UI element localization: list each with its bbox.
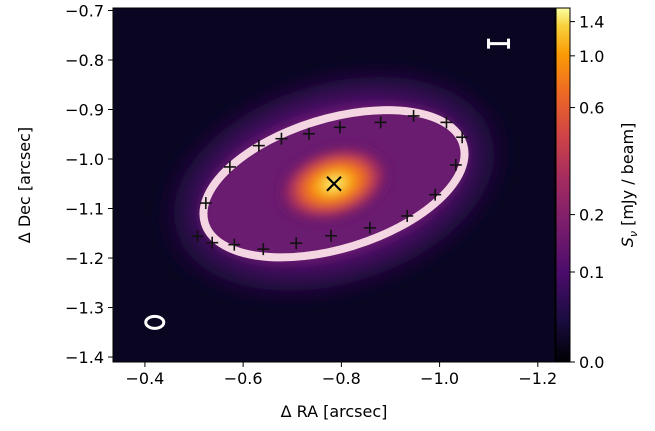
y-tick-label: −1.2 (65, 249, 104, 268)
ring-point (228, 238, 241, 251)
y-tick-label: −1.0 (65, 150, 104, 169)
ring-point (223, 160, 236, 173)
y-tick-label: −0.7 (65, 1, 104, 20)
scale-bar (487, 38, 511, 49)
x-axis-title: Δ RA [arcsec] (281, 402, 388, 421)
ring-point (456, 131, 469, 144)
plot-frame (112, 7, 556, 363)
ring-point (363, 221, 376, 234)
y-tick-label: −1.1 (65, 200, 104, 219)
y-tick-label: −0.8 (65, 51, 104, 70)
x-axis: −0.4 −0.6 −0.8 −1.0 −1.2 (125, 362, 557, 388)
x-tick-label: −0.4 (125, 369, 164, 388)
ring-point (275, 132, 288, 145)
x-tick-label: −0.6 (224, 369, 263, 388)
ring-point (206, 236, 219, 249)
ring-points (191, 109, 469, 256)
beam-ellipse (144, 314, 166, 330)
colorbar-tick-label: 0.2 (579, 206, 604, 225)
ring-point (199, 197, 212, 210)
y-tick-label: −0.9 (65, 100, 104, 119)
ring-point (191, 230, 204, 243)
ring-point (252, 139, 265, 152)
ring-point (407, 109, 420, 122)
colorbar-tick-label: 0.6 (579, 99, 604, 118)
ring-model (199, 106, 469, 262)
y-tick-label: −1.3 (65, 299, 104, 318)
x-tick-label: −0.8 (322, 369, 361, 388)
ring-point (333, 121, 346, 134)
y-tick-label: −1.4 (65, 348, 104, 367)
ring-point (325, 229, 338, 242)
ring-point (440, 116, 453, 129)
colorbar-tick-label: 0.0 (579, 353, 604, 372)
ring-point (290, 237, 303, 250)
x-tick-label: −1.2 (518, 369, 557, 388)
ring-point (401, 209, 414, 222)
ring-point (374, 116, 387, 129)
ring-point (257, 243, 270, 256)
center-marker (326, 176, 342, 192)
ring-point (429, 188, 442, 201)
y-axis: −0.7 −0.8 −0.9 −1.0 −1.1 −1.2 −1.3 −1.4 (65, 1, 113, 367)
colorbar-axis: 0.0 0.1 0.2 0.6 1.0 1.4 (570, 13, 604, 372)
ring-point (449, 158, 462, 171)
colorbar-tick-label: 1.4 (579, 13, 604, 32)
colorbar-title: Sν [mJy / beam] (618, 123, 640, 248)
x-tick-label: −1.0 (420, 369, 459, 388)
colorbar (556, 8, 570, 362)
colorbar-tick-label: 0.1 (579, 263, 604, 282)
colorbar-frame (555, 7, 571, 363)
ring-point (302, 127, 315, 140)
y-axis-title: Δ Dec [arcsec] (15, 127, 34, 243)
colorbar-tick-label: 1.0 (579, 47, 604, 66)
heatmap-image (113, 8, 555, 362)
